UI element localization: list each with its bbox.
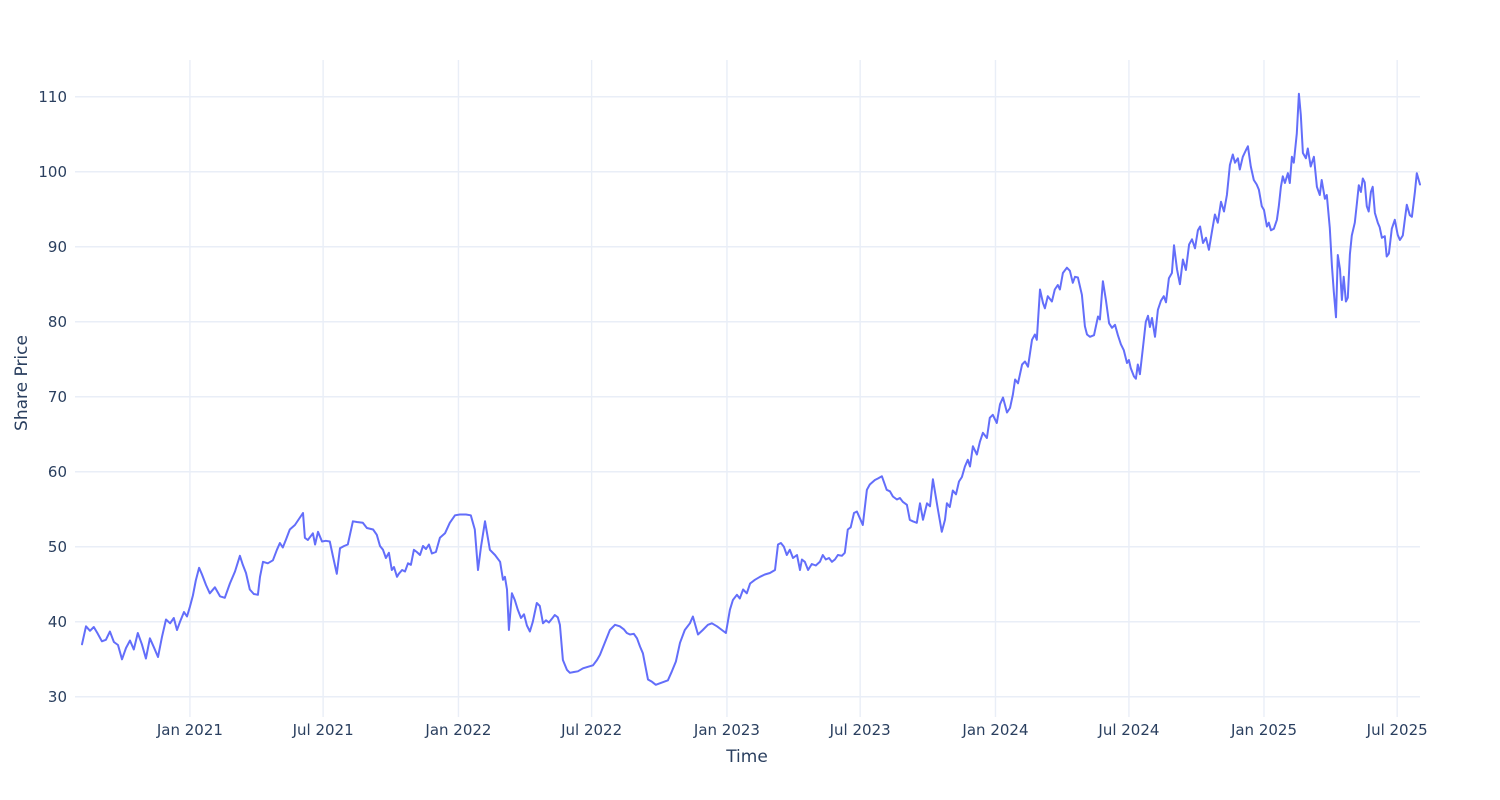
y-tick-label: 30 [48, 688, 67, 706]
x-tick-label: Jul 2022 [560, 721, 622, 739]
x-tick-label: Jan 2022 [424, 721, 491, 739]
y-tick-label: 110 [38, 88, 67, 106]
y-tick-label: 40 [48, 613, 67, 631]
x-tick-label: Jul 2025 [1366, 721, 1428, 739]
y-tick-label: 90 [48, 238, 67, 256]
x-tick-label: Jan 2025 [1230, 721, 1297, 739]
x-tick-label: Jan 2023 [693, 721, 760, 739]
y-tick-label: 60 [48, 463, 67, 481]
x-tick-label: Jul 2023 [829, 721, 891, 739]
y-tick-label: 100 [38, 163, 67, 181]
price-line [81, 92, 1421, 686]
y-tick-label: 80 [48, 313, 67, 331]
plot-area[interactable] [75, 60, 1420, 705]
y-tick-label: 70 [48, 388, 67, 406]
y-tick-label: 50 [48, 538, 67, 556]
x-axis-title: Time [725, 747, 768, 767]
x-tick-label: Jul 2021 [292, 721, 354, 739]
x-tick-label: Jan 2024 [961, 721, 1028, 739]
y-axis-title: Share Price [12, 335, 32, 431]
x-tick-label: Jul 2024 [1097, 721, 1159, 739]
x-tick-label: Jan 2021 [156, 721, 223, 739]
